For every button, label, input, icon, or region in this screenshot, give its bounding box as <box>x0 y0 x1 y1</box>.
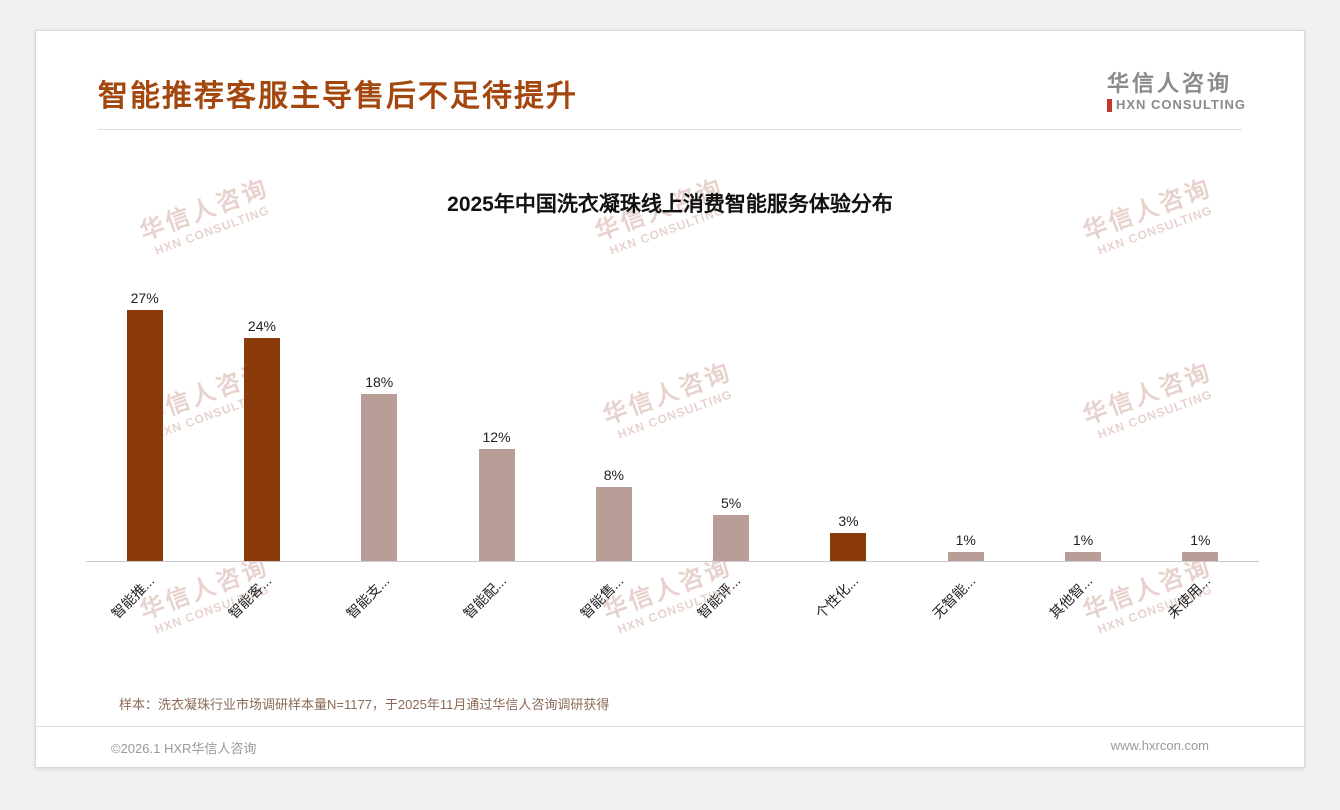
header-divider <box>98 129 1242 130</box>
copyright-text: ©2026.1 HXR华信人咨询 <box>111 741 257 756</box>
bar <box>713 514 750 561</box>
page-title: 智能推荐客服主导售后不足待提升 <box>98 80 578 113</box>
bar <box>595 486 632 561</box>
chart-title: 2025年中国洗衣凝珠线上消费智能服务体验分布 <box>447 193 893 216</box>
bar-group: 1% 其他智... <box>1024 290 1141 622</box>
bar-value-label: 8% <box>603 466 624 483</box>
bar-group: 1% 无智能... <box>907 290 1024 622</box>
bar <box>1065 551 1102 561</box>
x-axis-category-label: 智能客... <box>225 572 275 622</box>
bar-value-label: 3% <box>838 513 859 530</box>
x-axis-category-label: 智能售... <box>577 572 627 622</box>
bar-group: 5% 智能评... <box>672 290 789 622</box>
bar-group: 27% 智能推... <box>86 290 203 622</box>
bar-value-label: 12% <box>482 429 511 446</box>
bar-group: 24% 智能客... <box>203 290 320 622</box>
bar-group: 1% 未使用... <box>1142 290 1259 622</box>
brand-name-en: HXN CONSULTING <box>1106 97 1246 113</box>
header: 智能推荐客服主导售后不足待提升 华信人咨询 HXN CONSULTING <box>36 31 1304 115</box>
bar-group: 3% 个性化... <box>790 290 907 622</box>
brand-name-cn: 华信人咨询 <box>1106 71 1232 96</box>
bar-chart-plot: 27% 智能推... 24% 智能客... 18% 智能支... 12% 智能配... 8% 智能… <box>86 290 1259 622</box>
bar <box>947 551 984 561</box>
x-axis-category-label: 未使用... <box>1163 572 1214 622</box>
x-axis-category-label: 智能支... <box>342 572 392 622</box>
bar <box>126 310 163 561</box>
bar-value-label: 1% <box>1072 531 1094 548</box>
bar <box>830 533 867 561</box>
bar <box>478 449 515 561</box>
bar-value-label: 5% <box>721 494 742 511</box>
website-link[interactable]: www.hxrcon.com <box>1110 738 1209 753</box>
bar-value-label: 18% <box>365 373 394 390</box>
bar-value-label: 1% <box>1190 531 1211 548</box>
bar-value-label: 24% <box>247 317 276 334</box>
footer: ©2026.1 HXR华信人咨询 www.hxrcon.com <box>36 727 1304 757</box>
bar-group: 8% 智能售... <box>555 290 672 622</box>
x-axis-category-label: 智能推... <box>108 572 158 622</box>
bar-group: 18% 智能支... <box>321 290 438 622</box>
brand-mark-icon <box>1106 99 1112 113</box>
sample-note: 样本：洗衣凝珠行业市场调研样本量N=1177，于2025年11月通过华信人咨询调… <box>119 697 610 712</box>
footer-divider <box>36 726 1304 727</box>
x-axis-category-label: 其他智... <box>1046 572 1096 622</box>
bar-value-label: 27% <box>130 290 159 306</box>
bar-group: 12% 智能配... <box>438 290 555 622</box>
x-axis-category-label: 个性化... <box>811 572 862 622</box>
x-axis-category-label: 智能配... <box>460 572 510 622</box>
bar-value-label: 1% <box>955 531 976 548</box>
x-axis-category-label: 无智能... <box>929 572 979 622</box>
brand-logo: 华信人咨询 HXN CONSULTING <box>1106 71 1246 113</box>
bar <box>243 337 280 561</box>
report-card: 华信人咨询 HXN CONSULTING 华信人咨询 HXN CONSULTING 华信… <box>35 30 1305 768</box>
brand-name-en-text: HXN CONSULTING <box>1115 97 1246 113</box>
bar <box>361 393 398 561</box>
bar <box>1182 551 1219 561</box>
x-axis-category-label: 智能评... <box>694 572 744 622</box>
